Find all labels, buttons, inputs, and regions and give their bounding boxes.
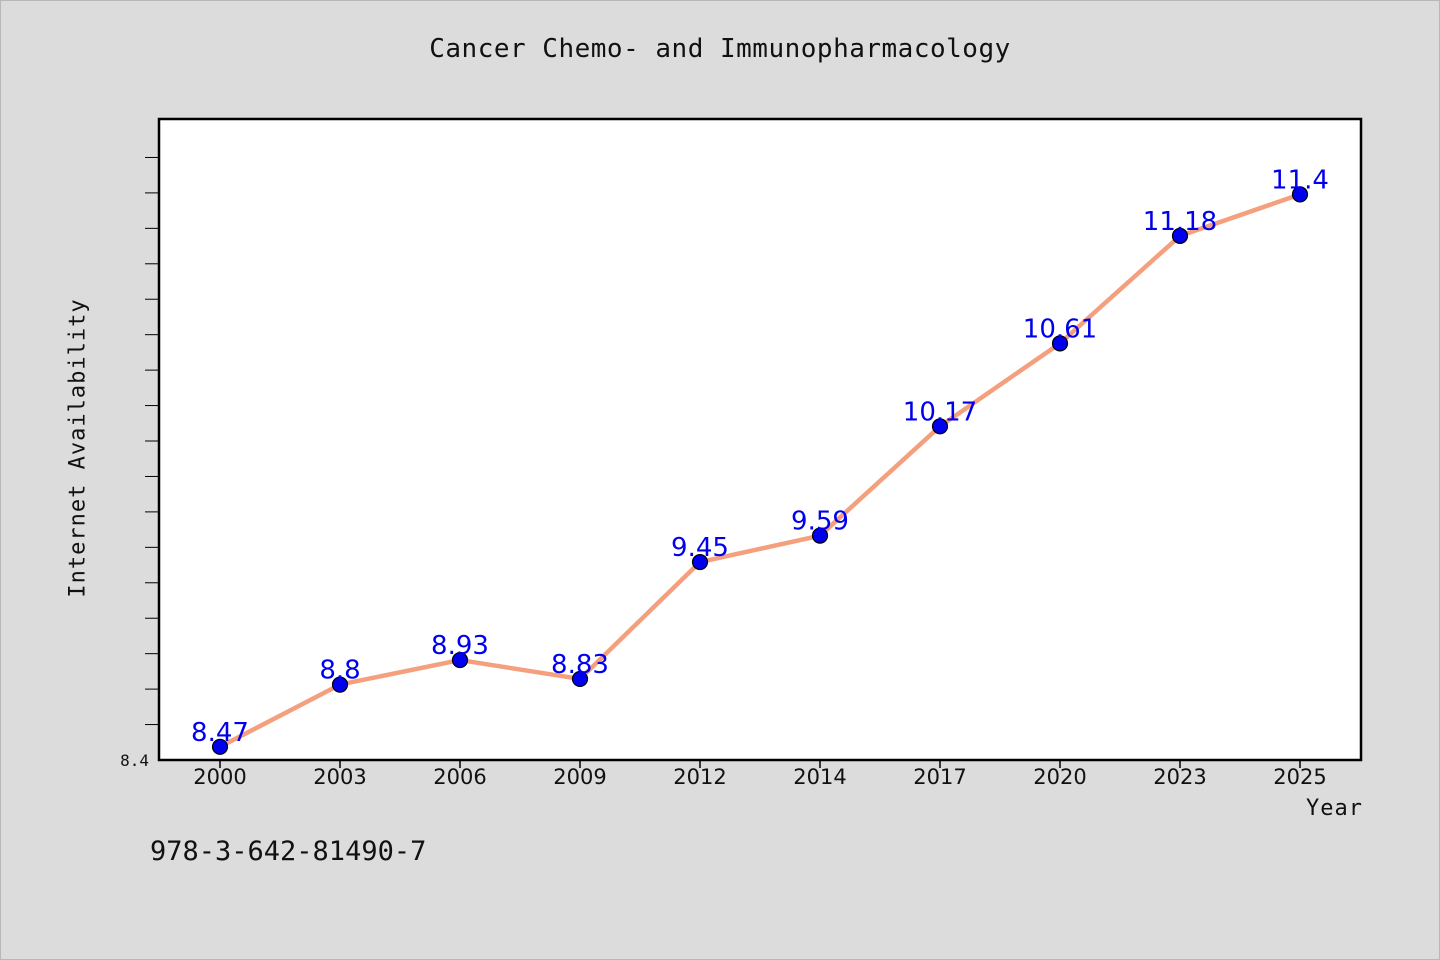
chart-title: Cancer Chemo- and Immunopharmacology <box>429 34 1011 64</box>
data-label: 10.61 <box>1023 314 1097 344</box>
data-point <box>211 738 229 755</box>
data-point <box>331 676 349 693</box>
x-tick-label: 2017 <box>913 765 966 789</box>
data-point <box>691 553 709 571</box>
x-tick-label: 2006 <box>433 765 486 789</box>
x-tick-label: 2000 <box>193 765 246 789</box>
y-tick-label: 8.4 <box>120 751 149 770</box>
data-label: 8.93 <box>431 631 489 661</box>
data-label: 8.47 <box>191 718 249 748</box>
data-point <box>811 527 829 544</box>
data-point <box>1291 186 1309 203</box>
x-tick-label: 2012 <box>673 765 726 789</box>
data-point <box>1051 335 1069 352</box>
data-label: 8.83 <box>551 650 609 680</box>
data-point <box>931 418 949 435</box>
x-axis-label: Year <box>1306 796 1363 821</box>
data-point <box>1171 227 1189 244</box>
x-tick-label: 2009 <box>553 765 606 789</box>
data-label: 8.8 <box>319 656 360 686</box>
data-label: 9.45 <box>671 533 729 563</box>
x-tick-label: 2025 <box>1273 765 1326 789</box>
data-point <box>451 651 469 669</box>
series-line <box>217 192 1303 750</box>
isbn-footnote: 978-3-642-81490-7 <box>150 836 427 867</box>
data-label: 11.4 <box>1271 165 1329 195</box>
x-tick-label: 2020 <box>1033 765 1086 789</box>
data-point <box>571 670 589 688</box>
x-tick-label: 2023 <box>1153 765 1206 789</box>
data-label: 9.59 <box>791 507 849 537</box>
x-tick-label: 2003 <box>313 765 366 789</box>
x-tick-label: 2014 <box>793 765 846 789</box>
data-label: 11.18 <box>1143 207 1217 237</box>
plot-area <box>157 117 1363 762</box>
data-label: 10.17 <box>903 397 977 427</box>
